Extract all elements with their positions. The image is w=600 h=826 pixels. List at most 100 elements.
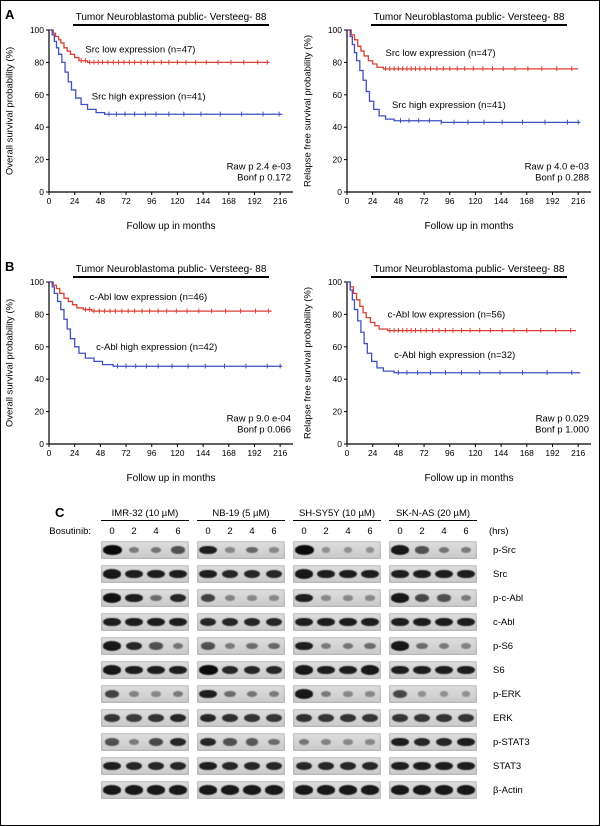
panel-b: B Tumor Neuroblastoma public- Versteeg- … <box>1 259 599 491</box>
km-curve <box>49 281 283 367</box>
protein-band <box>295 761 313 771</box>
y-tick-label: 100 <box>30 25 44 35</box>
x-tick-label: 120 <box>468 448 482 458</box>
protein-band <box>343 595 353 601</box>
x-tick-label: 120 <box>468 196 482 206</box>
blot-target-label: STAT3 <box>493 760 522 772</box>
protein-band <box>199 617 217 627</box>
bonf-p-value: Bonf p 0.172 <box>237 173 291 184</box>
protein-band <box>225 595 235 601</box>
blot-membrane <box>101 709 189 727</box>
protein-band <box>457 569 475 579</box>
km-curve <box>347 281 581 374</box>
protein-band <box>321 739 331 745</box>
protein-band <box>294 545 314 555</box>
y-tick-label: 40 <box>333 374 343 384</box>
protein-band <box>415 546 429 554</box>
blot-membrane <box>389 565 477 583</box>
protein-band <box>392 690 408 698</box>
protein-band <box>265 785 283 795</box>
protein-band <box>223 738 237 746</box>
protein-band <box>416 642 428 650</box>
protein-band <box>342 642 354 650</box>
blot-target-label: p-c-Abl <box>493 592 524 604</box>
blot-row: p-S6 <box>1 637 599 655</box>
protein-band <box>295 569 313 579</box>
blot-membrane <box>101 781 189 799</box>
raw-p-value: Raw p 2.4 e-03 <box>227 161 291 172</box>
x-tick-label: 168 <box>520 448 534 458</box>
protein-band <box>102 593 122 603</box>
protein-band <box>361 617 379 627</box>
protein-band <box>365 739 375 745</box>
protein-band <box>268 642 280 650</box>
protein-band <box>439 691 449 697</box>
protein-band <box>265 569 283 579</box>
protein-band <box>268 738 280 746</box>
timepoint-label: 4 <box>345 525 351 537</box>
raw-p-value: Raw p 4.0 e-03 <box>525 161 589 172</box>
protein-band <box>339 665 357 675</box>
blot-target-label: Src <box>493 568 508 580</box>
protein-band <box>391 785 409 795</box>
blot-row: p-Src <box>1 541 599 559</box>
timepoint-label: 2 <box>131 525 137 537</box>
blot-row: p-STAT3 <box>1 733 599 751</box>
blot-target-label: S6 <box>493 664 505 676</box>
protein-band <box>317 617 335 627</box>
protein-band <box>221 785 239 795</box>
protein-band <box>361 665 379 675</box>
bonf-p-value: Bonf p 1.000 <box>535 425 589 436</box>
protein-band <box>245 738 259 746</box>
blot-row: c-Abl <box>1 613 599 631</box>
y-tick-label: 80 <box>35 309 45 319</box>
protein-band <box>435 617 453 627</box>
protein-band <box>391 737 409 747</box>
km-plot-overall-survival-src: Tumor Neuroblastoma public- Versteeg- 88… <box>1 7 299 237</box>
timepoint-label: 4 <box>249 525 255 537</box>
x-axis-label: Follow up in months <box>424 221 514 232</box>
protein-band <box>125 785 143 795</box>
protein-band <box>438 546 450 554</box>
timepoint-label: 6 <box>463 525 469 537</box>
protein-band <box>199 737 217 747</box>
protein-band <box>437 594 451 602</box>
protein-band <box>458 713 474 723</box>
x-tick-label: 96 <box>445 196 455 206</box>
blot-target-label: p-Src <box>493 544 516 556</box>
bonf-p-value: Bonf p 0.288 <box>535 173 589 184</box>
protein-band <box>321 595 331 601</box>
blot-membrane <box>197 733 285 751</box>
y-tick-label: 60 <box>35 90 45 100</box>
blot-membrane <box>101 661 189 679</box>
protein-band <box>435 761 453 771</box>
protein-band <box>339 785 357 795</box>
blot-membrane <box>389 661 477 679</box>
blot-membrane <box>293 565 381 583</box>
y-tick-label: 20 <box>35 155 45 165</box>
protein-band <box>243 569 261 579</box>
y-tick-label: 60 <box>333 342 343 352</box>
protein-band <box>295 713 313 723</box>
protein-band <box>438 643 450 649</box>
x-tick-label: 0 <box>345 448 350 458</box>
protein-band <box>128 739 140 745</box>
y-tick-label: 100 <box>30 277 44 287</box>
protein-band <box>221 713 239 723</box>
protein-band <box>151 691 161 697</box>
protein-band <box>199 689 217 699</box>
x-tick-label: 144 <box>196 196 210 206</box>
protein-band <box>391 569 409 579</box>
protein-band <box>125 569 143 579</box>
protein-band <box>265 665 283 675</box>
x-tick-label: 216 <box>273 448 287 458</box>
blot-membrane <box>293 637 381 655</box>
protein-band <box>199 713 217 723</box>
protein-band <box>148 713 164 723</box>
blot-target-label: ERK <box>493 712 513 724</box>
plot-title-wrap: Tumor Neuroblastoma public- Versteeg- 88 <box>347 259 591 278</box>
protein-band <box>103 761 121 771</box>
protein-band <box>295 593 313 603</box>
km-chart: 0 24 48 72 96 120 144 168 192 216 0 20 40 60 80 100 c-Ab… <box>328 277 591 458</box>
protein-band <box>457 737 475 747</box>
